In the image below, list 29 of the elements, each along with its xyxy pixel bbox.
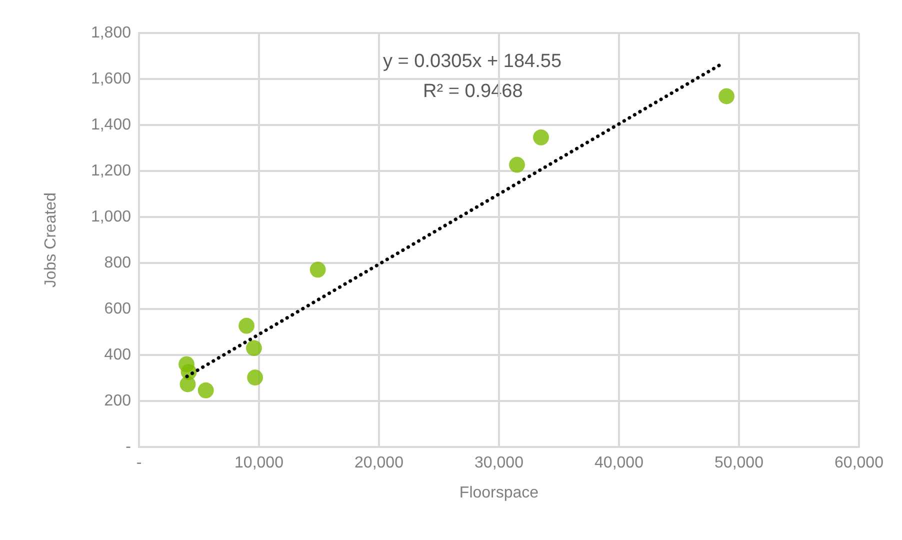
y-tick-label: - bbox=[126, 438, 131, 456]
x-tick-label: 30,000 bbox=[474, 454, 524, 472]
y-tick-label: 1,800 bbox=[90, 24, 132, 42]
y-tick-label: 400 bbox=[104, 346, 132, 364]
x-tick-label: - bbox=[136, 454, 142, 472]
annotation: y = 0.0305x + 184.55 bbox=[382, 51, 562, 72]
y-tick-label: 1,200 bbox=[90, 162, 132, 180]
point bbox=[198, 382, 214, 398]
y-tick-label: 800 bbox=[104, 254, 132, 272]
y-axis-title: Jobs Created bbox=[42, 192, 60, 288]
y-tick-label: 200 bbox=[104, 392, 132, 410]
point bbox=[246, 340, 262, 356]
point bbox=[180, 376, 196, 392]
point bbox=[247, 370, 264, 386]
y-tick-label: 1,000 bbox=[90, 208, 132, 226]
x-tick-label: 50,000 bbox=[714, 454, 764, 472]
x-tick-label: 10,000 bbox=[234, 454, 284, 472]
point bbox=[310, 262, 326, 278]
y-tick-label: 600 bbox=[104, 300, 132, 318]
point bbox=[533, 129, 549, 146]
x-tick-label: 60,000 bbox=[834, 454, 884, 472]
x-axis-title: Floorspace bbox=[459, 484, 539, 502]
y-tick-label: 1,400 bbox=[90, 116, 132, 134]
x-tick-label: 40,000 bbox=[594, 454, 644, 472]
point bbox=[238, 318, 255, 334]
point bbox=[509, 156, 525, 173]
point bbox=[718, 88, 735, 104]
y-tick-label: 1,600 bbox=[90, 70, 132, 88]
x-tick-label: 20,000 bbox=[354, 454, 404, 472]
